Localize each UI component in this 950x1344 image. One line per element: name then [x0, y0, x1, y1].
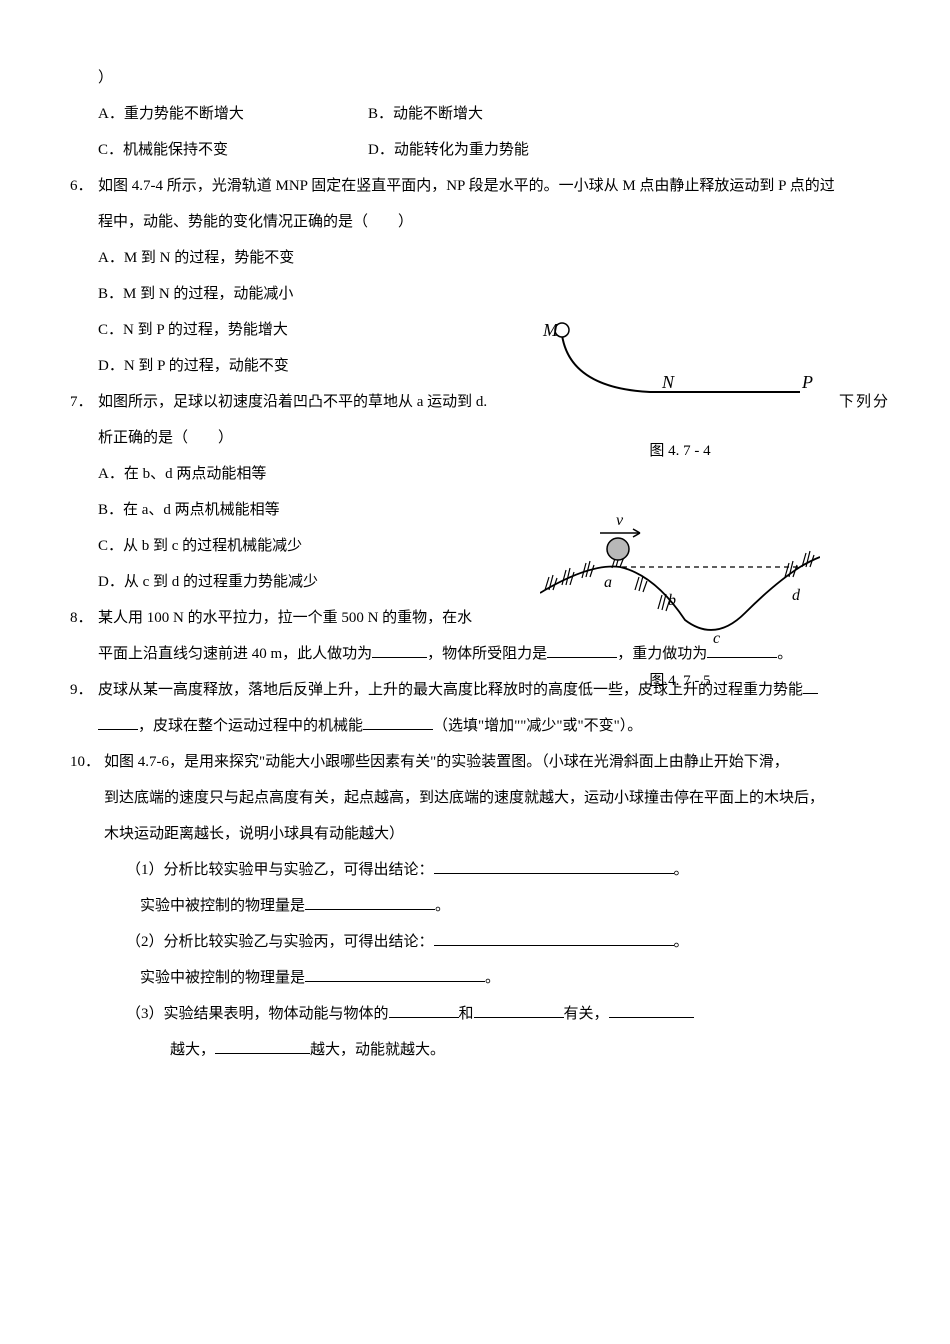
q5-optD: D．动能转化为重力势能: [368, 132, 890, 168]
q9-text2: ，皮球在整个运动过程中的机械能（选填"增加""减少"或"不变"）。: [98, 708, 890, 744]
q10-p3-line2: 越大，越大，动能就越大。: [70, 1032, 890, 1068]
q7-text1-left: 如图所示，足球以初速度沿着凹凸不平的草地从 a 运动到 d.: [98, 384, 538, 420]
q10-num: 10．: [70, 744, 104, 852]
q10-p3-line1: （3）实验结果表明，物体动能与物体的和有关，: [70, 996, 890, 1032]
q10-p1-line2: 实验中被控制的物理量是。: [70, 888, 890, 924]
q10-p1-line1: （1）分析比较实验甲与实验乙，可得出结论：。: [70, 852, 890, 888]
q10-text3: 木块运动距离越长，说明小球具有动能越大）: [104, 816, 890, 852]
q5-optA: A．重力势能不断增大: [98, 96, 368, 132]
figure-4-7-5: v a b c d 图 4. 7 - 5: [540, 505, 820, 699]
fig474-P: P: [801, 372, 813, 392]
q5-options-row2: C．机械能保持不变 D．动能转化为重力势能: [70, 132, 890, 168]
q10-p2-line2: 实验中被控制的物理量是。: [70, 960, 890, 996]
fig475-caption: 图 4. 7 - 5: [540, 663, 820, 699]
q5-options-row1: A．重力势能不断增大 B．动能不断增大: [70, 96, 890, 132]
q10-p2-line1: （2）分析比较实验乙与实验丙，可得出结论：。: [70, 924, 890, 960]
q6-optB: B．M 到 N 的过程，动能减小: [70, 276, 890, 312]
q7-num: 7．: [70, 384, 98, 600]
fig474-caption: 图 4. 7 - 4: [540, 433, 820, 469]
q6: 6． 如图 4.7-4 所示，光滑轨道 MNP 固定在竖直平面内，NP 段是水平…: [70, 168, 890, 240]
q6-text2: 程中，动能、势能的变化情况正确的是（ ）: [98, 204, 890, 240]
fig474-M: M: [542, 320, 559, 340]
q5-paren: ）: [70, 60, 890, 96]
q8-num: 8．: [70, 600, 98, 672]
figure-4-7-4: M N P 图 4. 7 - 4: [540, 320, 820, 469]
fig475-d: d: [792, 587, 801, 604]
q6-text1: 如图 4.7-4 所示，光滑轨道 MNP 固定在竖直平面内，NP 段是水平的。一…: [98, 168, 890, 204]
q5-optB: B．动能不断增大: [368, 96, 890, 132]
fig475-b: b: [668, 592, 676, 609]
fig475-a: a: [604, 574, 612, 591]
q6-optA: A．M 到 N 的过程，势能不变: [70, 240, 890, 276]
q5-optC: C．机械能保持不变: [98, 132, 368, 168]
q9-num: 9．: [70, 672, 98, 744]
q10: 10． 如图 4.7-6，是用来探究"动能大小跟哪些因素有关"的实验装置图。（小…: [70, 744, 890, 852]
fig475-v: v: [616, 512, 624, 529]
fig474-N: N: [661, 372, 675, 392]
fig475-c: c: [713, 630, 720, 645]
q10-text2: 到达底端的速度只与起点高度有关，起点越高，到达底端的速度就越大，运动小球撞击停在…: [104, 780, 890, 816]
q6-num: 6．: [70, 168, 98, 240]
q10-text1: 如图 4.7-6，是用来探究"动能大小跟哪些因素有关"的实验装置图。（小球在光滑…: [104, 744, 890, 780]
